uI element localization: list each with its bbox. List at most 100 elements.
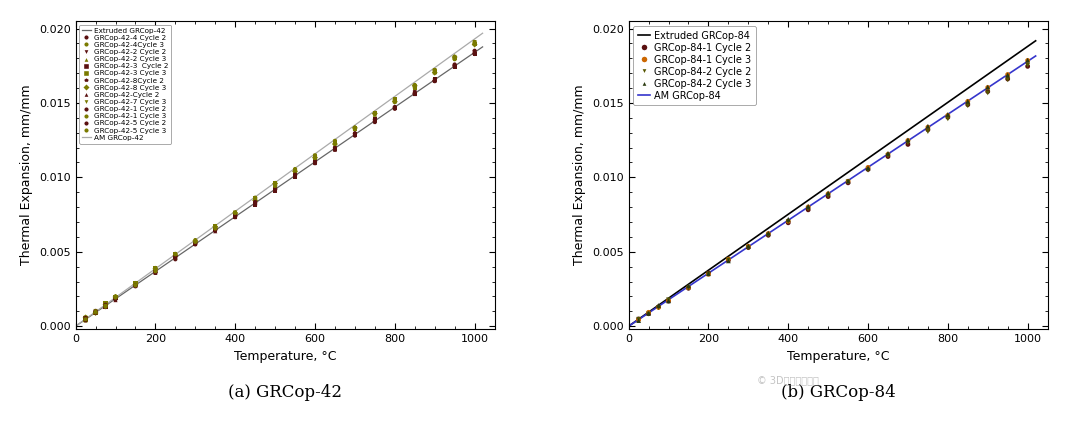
Point: [465, 41, 483, 48]
Point: [959, 98, 976, 105]
Point: [446, 56, 463, 62]
Point: [820, 193, 837, 200]
Point: [387, 106, 404, 112]
Point: [406, 89, 423, 95]
Point: [326, 144, 343, 151]
Point: [427, 77, 444, 84]
Point: [347, 124, 364, 131]
Point: [465, 40, 483, 47]
Point: [640, 311, 658, 317]
Point: [286, 174, 303, 181]
Point: [740, 243, 757, 250]
Point: [267, 180, 284, 187]
Point: [387, 96, 404, 103]
Point: [879, 151, 896, 157]
Point: [820, 190, 837, 197]
Point: [267, 184, 284, 191]
Point: [406, 84, 423, 91]
Point: [246, 197, 264, 204]
Point: [650, 304, 667, 311]
Point: [719, 256, 737, 262]
Point: [427, 68, 444, 74]
Point: [227, 212, 244, 219]
Point: [427, 68, 444, 75]
Point: [326, 146, 343, 153]
Point: [366, 119, 383, 126]
Point: [206, 226, 224, 233]
Point: [97, 302, 114, 308]
X-axis label: Temperature, °C: Temperature, °C: [234, 349, 336, 362]
Point: [366, 118, 383, 124]
Point: [366, 110, 383, 117]
Point: [900, 137, 917, 143]
Point: [147, 265, 164, 272]
Point: [446, 54, 463, 61]
Point: [126, 281, 144, 287]
Point: [660, 298, 677, 305]
Point: [77, 315, 94, 322]
Point: [980, 84, 997, 90]
Point: [406, 91, 423, 97]
Point: [799, 206, 816, 213]
Point: [759, 230, 777, 237]
Point: [326, 146, 343, 153]
Point: [387, 105, 404, 111]
Point: [347, 124, 364, 131]
Point: [630, 316, 647, 323]
Point: [366, 116, 383, 123]
Point: [286, 168, 303, 175]
Point: [799, 203, 816, 210]
Point: [326, 144, 343, 151]
Point: [147, 265, 164, 271]
Point: [77, 316, 94, 323]
Point: [446, 64, 463, 70]
Point: [900, 141, 917, 148]
Point: [166, 253, 184, 260]
Point: [307, 159, 324, 165]
Point: [126, 282, 144, 289]
Point: [307, 152, 324, 159]
Point: [446, 61, 463, 68]
Point: [86, 309, 104, 316]
Point: [630, 316, 647, 322]
Point: [980, 88, 997, 95]
Point: [77, 317, 94, 324]
Point: [326, 141, 343, 147]
Point: [919, 124, 936, 130]
Point: [387, 97, 404, 103]
Point: [147, 269, 164, 276]
Point: [347, 131, 364, 138]
Point: [465, 49, 483, 56]
Point: [206, 226, 224, 233]
Point: [227, 214, 244, 221]
Point: [387, 104, 404, 111]
Point: [879, 153, 896, 160]
Point: [246, 195, 264, 201]
Point: [387, 97, 404, 104]
Point: [940, 111, 957, 118]
Point: [860, 167, 877, 173]
Point: [740, 244, 757, 251]
Point: [640, 310, 658, 317]
Point: [206, 227, 224, 234]
Point: [97, 303, 114, 310]
Point: [446, 53, 463, 60]
Point: [700, 271, 717, 277]
Point: [326, 138, 343, 145]
Point: [126, 283, 144, 289]
Point: [700, 271, 717, 277]
Point: [366, 118, 383, 125]
Point: [227, 209, 244, 216]
Point: [465, 41, 483, 48]
Point: [286, 168, 303, 175]
Point: [107, 297, 124, 303]
Point: [326, 146, 343, 152]
Point: [780, 219, 797, 226]
Point: [799, 204, 816, 211]
Point: [286, 168, 303, 175]
Point: [650, 302, 667, 309]
Point: [126, 281, 144, 288]
Point: [959, 103, 976, 109]
Point: [387, 103, 404, 110]
Point: [427, 78, 444, 84]
